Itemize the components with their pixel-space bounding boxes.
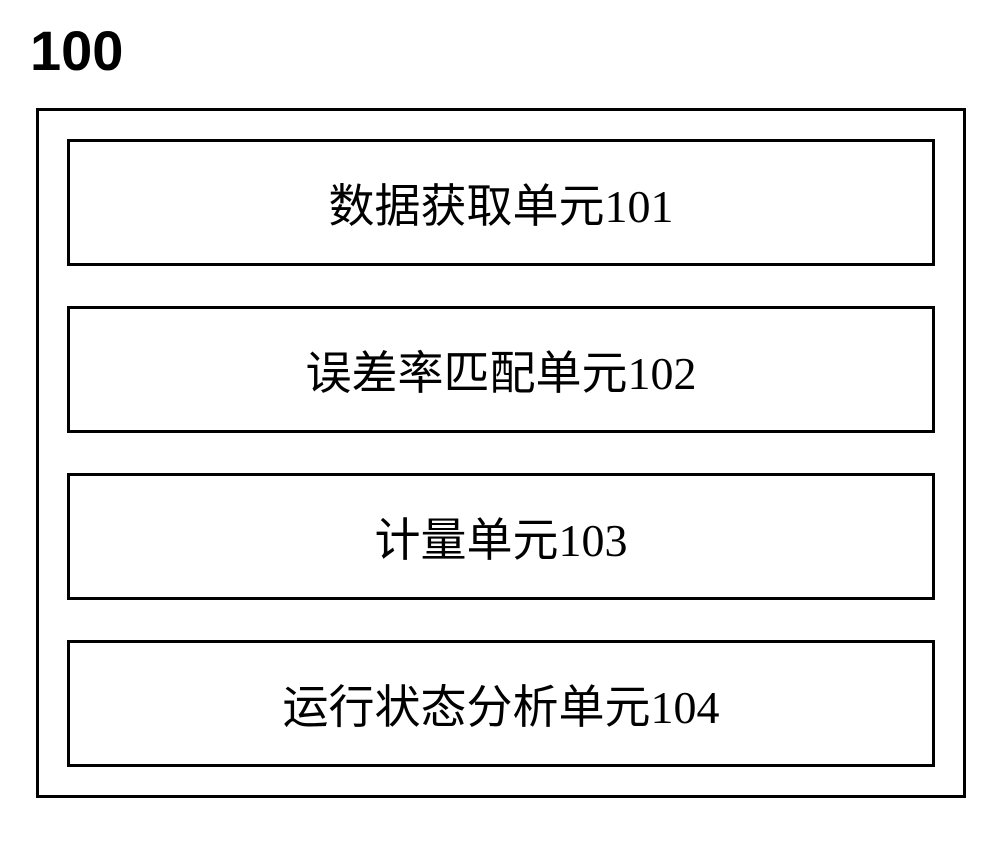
- block-operation-status-analysis: 运行状态分析单元104: [67, 640, 935, 767]
- block-data-acquisition: 数据获取单元101: [67, 139, 935, 266]
- block-label: 运行状态分析单元104: [283, 671, 720, 737]
- block-label: 数据获取单元101: [329, 170, 674, 236]
- figure-number: 100: [30, 18, 123, 83]
- block-error-rate-matching: 误差率匹配单元102: [67, 306, 935, 433]
- block-label: 误差率匹配单元102: [306, 337, 697, 403]
- block-label: 计量单元103: [375, 504, 628, 570]
- system-container: 数据获取单元101 误差率匹配单元102 计量单元103 运行状态分析单元104: [36, 108, 966, 798]
- block-measurement: 计量单元103: [67, 473, 935, 600]
